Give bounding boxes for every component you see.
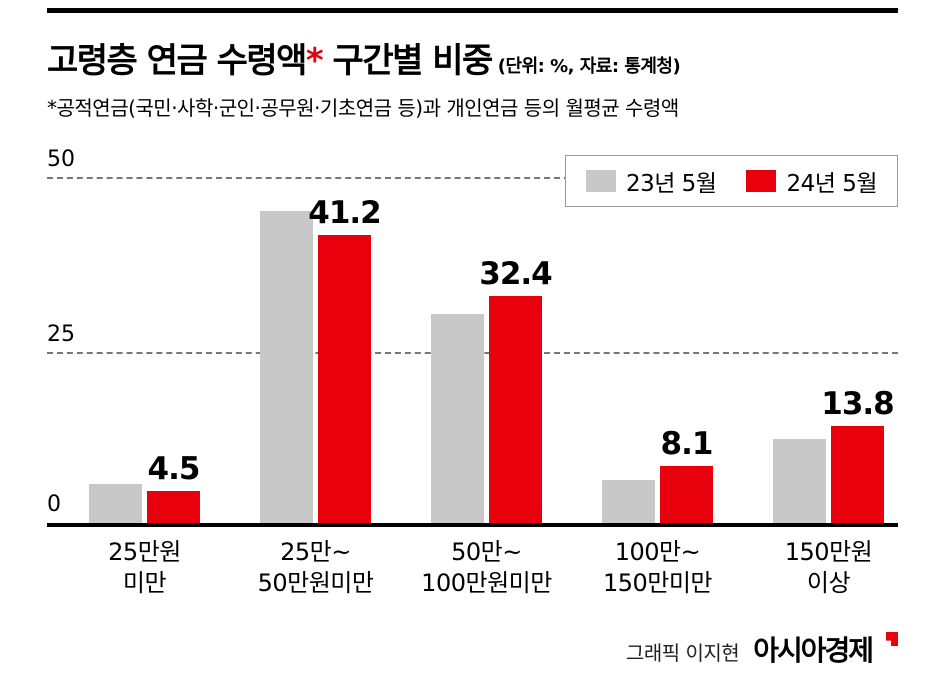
bar-wrap: 32.4 [479, 256, 553, 523]
gridline-50 [47, 177, 898, 179]
legend: 23년 5월 24년 5월 [564, 155, 898, 207]
bar-series-1 [147, 491, 200, 523]
top-rule [47, 8, 898, 13]
bar-wrap: 13.8 [821, 386, 895, 523]
bar-series-0 [773, 439, 826, 523]
bar-series-0 [431, 314, 484, 523]
legend-item: 23년 5월 [585, 164, 717, 198]
x-axis-category-label: 25만원 미만 [108, 538, 181, 598]
bar-wrap [431, 314, 484, 523]
title-unit-note: (단위: %, 자료: 통계청) [497, 56, 681, 77]
footer: 그래픽 이지현 아시아경제 [626, 629, 898, 669]
bar-series-1 [489, 296, 542, 523]
x-axis-line [47, 523, 898, 527]
brand-logo-icon [886, 632, 898, 646]
y-tick-25: 25 [47, 322, 75, 347]
bar-value-label: 8.1 [660, 426, 714, 462]
x-axis-category-label: 100만~ 150만미만 [602, 538, 713, 598]
bar-group: 8.1 100만~ 150만미만 [602, 426, 713, 597]
bar-groups: 4.5 25만원 미만 41.2 25만~ 50만원미만 32.4 50만~ 100만원미만 8.… [89, 177, 895, 597]
legend-item: 24년 5월 [746, 164, 877, 198]
legend-label: 24년 5월 [786, 171, 877, 197]
bar-value-label: 4.5 [147, 451, 201, 487]
x-axis-category-label: 150만원 이상 [784, 538, 873, 598]
bar-series-1 [660, 466, 713, 523]
bar-wrap [89, 484, 142, 523]
page-title: 고령층 연금 수령액* 구간별 비중 (단위: %, 자료: 통계청) [47, 33, 898, 82]
y-tick-50: 50 [47, 147, 75, 172]
x-axis-category-label: 50만~ 100만원미만 [421, 538, 552, 598]
legend-swatch-icon [746, 170, 777, 192]
x-axis-category-label: 25만~ 50만원미만 [257, 538, 374, 598]
title-text-1: 고령층 연금 수령액 [47, 41, 307, 81]
bar-wrap: 4.5 [147, 451, 200, 523]
bar-wrap [260, 211, 313, 523]
bar-group: 32.4 50만~ 100만원미만 [421, 256, 553, 597]
bar-group: 41.2 25만~ 50만원미만 [258, 195, 382, 597]
y-tick-0: 0 [47, 492, 61, 517]
bar-series-0 [602, 480, 655, 523]
title-asterisk: * [305, 41, 324, 81]
bar-series-1 [831, 426, 884, 523]
legend-label: 23년 5월 [625, 171, 717, 197]
bar-value-label: 13.8 [821, 386, 894, 422]
bar-value-label: 32.4 [479, 256, 552, 292]
bar-wrap [602, 480, 655, 523]
bar-wrap: 8.1 [660, 426, 713, 523]
bar-series-0 [89, 484, 142, 523]
legend-swatch-icon [585, 170, 616, 192]
bar-group: 4.5 25만원 미만 [89, 451, 200, 597]
title-text-2: 구간별 비중 [322, 41, 494, 81]
bar-wrap: 41.2 [308, 195, 382, 523]
bar-wrap [773, 439, 826, 523]
brand-logo-text: 아시아경제 [753, 634, 874, 667]
bar-series-1 [318, 235, 371, 523]
bar-chart: 23년 5월 24년 5월 50 25 0 4.5 25만원 미만 41.2 25만~ 50… [47, 147, 898, 597]
bar-group: 13.8 150만원 이상 [773, 386, 895, 597]
footnote: *공적연금(국민·사학·군인·공무원·기초연금 등)과 개인연금 등의 월평균 … [47, 96, 679, 120]
credit-text: 그래픽 이지현 [625, 641, 740, 665]
bar-value-label: 41.2 [308, 195, 381, 231]
bar-series-0 [260, 211, 313, 523]
